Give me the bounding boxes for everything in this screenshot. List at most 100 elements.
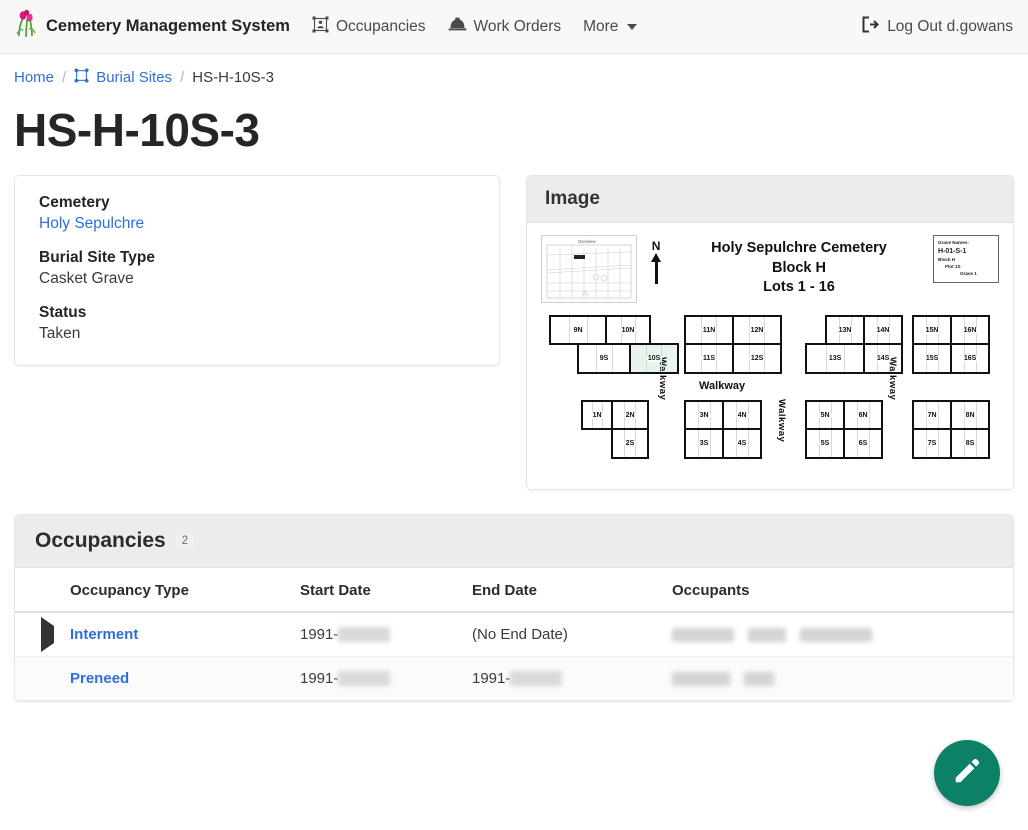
plot-6S[interactable]: 6S	[843, 428, 884, 459]
plot-15N[interactable]: 15N	[912, 315, 953, 345]
status-value: Taken	[39, 325, 81, 342]
brand[interactable]: Cemetery Management System	[15, 9, 290, 43]
main-content-row: Cemetery Holy Sepulchre Burial Site Type…	[0, 175, 1028, 490]
plot-5S[interactable]: 5S	[805, 428, 846, 459]
nav-item-more[interactable]: More	[583, 17, 638, 36]
plot-11N[interactable]: 11N	[684, 315, 735, 345]
block-7-8: 7N 8N 7S 8S	[912, 400, 991, 459]
image-card-title: Image	[527, 176, 1013, 223]
compass-arrowhead	[651, 253, 662, 262]
table-row[interactable]: Interment 1991- (No End Date)	[15, 612, 1013, 657]
plot-10N[interactable]: 10N	[605, 315, 652, 345]
block-11-12: 11N 12N 11S 12S	[684, 315, 783, 374]
plot-10S[interactable]: 10S	[629, 343, 680, 374]
plot-1N[interactable]: 1N	[581, 400, 614, 430]
column-header-occupancy-type[interactable]: Occupancy Type	[62, 568, 292, 613]
plot-16S[interactable]: 16S	[950, 343, 991, 374]
map-title-block: Holy Sepulchre Cemetery Block H Lots 1 -…	[673, 235, 925, 298]
walkway-label-left: Walkway	[657, 357, 669, 401]
breadcrumb-separator-2: /	[180, 69, 185, 86]
plot-row-north: 11N 12N	[684, 315, 783, 345]
top-navbar: Cemetery Management System Occupancies	[0, 0, 1028, 54]
occupancies-card: Occupancies 2 Occupancy Type Start Date …	[14, 514, 1014, 702]
plot-9N[interactable]: 9N	[549, 315, 608, 345]
start-date-redacted	[338, 671, 391, 686]
plot-12N[interactable]: 12N	[732, 315, 783, 345]
column-header-occupants[interactable]: Occupants	[664, 568, 1013, 613]
block-1-2: 1N 2N 2S	[581, 400, 650, 459]
legend-grave: Grave 1	[960, 271, 977, 277]
occupant-name-redacted	[672, 628, 734, 642]
map-title-line-1: Holy Sepulchre Cemetery	[711, 240, 887, 256]
overview-thumbnail-icon: Overview	[541, 235, 638, 303]
plot-5N[interactable]: 5N	[805, 400, 846, 430]
burial-site-type-label: Burial Site Type	[39, 249, 155, 266]
occupancy-type-link[interactable]: Preneed	[70, 670, 130, 687]
plot-8S[interactable]: 8S	[950, 428, 991, 459]
occupancy-type-link[interactable]: Interment	[70, 626, 139, 643]
block-5-6: 5N 6N 5S 6S	[805, 400, 884, 459]
breadcrumb-current: HS-H-10S-3	[192, 69, 274, 86]
plot-3N[interactable]: 3N	[684, 400, 725, 430]
plot-7S[interactable]: 7S	[912, 428, 953, 459]
walkway-label-middle: Walkway	[776, 399, 788, 443]
compass-arrow-stem	[654, 262, 658, 284]
block-15-16: 15N 16N 15S 16S	[912, 315, 991, 374]
legend-code: H-01-S-1	[938, 247, 967, 255]
plot-14N[interactable]: 14N	[863, 315, 904, 345]
plot-row-north: 9N 10N	[549, 315, 679, 345]
column-header-start-date[interactable]: Start Date	[292, 568, 464, 613]
nav-item-occupancies[interactable]: Occupancies	[312, 16, 426, 38]
plot-row-south: 9S 10S	[577, 343, 680, 374]
plot-16N[interactable]: 16N	[950, 315, 991, 345]
plot-12S[interactable]: 12S	[732, 343, 783, 374]
cemetery-map-diagram[interactable]: Overview	[527, 223, 1013, 489]
logout-button[interactable]: Log Out d.gowans	[861, 0, 1013, 54]
compass-label: N	[651, 239, 661, 253]
plot-8N[interactable]: 8N	[950, 400, 991, 430]
plot-2S[interactable]: 2S	[611, 428, 650, 459]
plot-13N[interactable]: 13N	[825, 315, 866, 345]
occupant-name-redacted	[748, 628, 787, 642]
plot-grid: 9N 10N 9S 10S 11N 12N 11S	[541, 311, 999, 471]
nav-item-work-orders[interactable]: Work Orders	[448, 16, 561, 38]
walkway-label-center: Walkway	[699, 380, 746, 392]
occupant-name-redacted	[672, 672, 730, 686]
plot-2N[interactable]: 2N	[611, 400, 650, 430]
breadcrumb-burial-sites[interactable]: Burial Sites	[74, 68, 172, 87]
brand-label: Cemetery Management System	[46, 17, 290, 35]
occupancies-table: Occupancy Type Start Date End Date Occup…	[15, 568, 1013, 701]
start-date-value: 1991-	[300, 626, 339, 643]
occupancies-title: Occupancies	[35, 529, 166, 552]
occupants-cell	[664, 612, 1013, 657]
plot-11S[interactable]: 11S	[684, 343, 735, 374]
column-header-icon	[15, 568, 62, 613]
plot-3S[interactable]: 3S	[684, 428, 725, 459]
column-header-end-date[interactable]: End Date	[464, 568, 664, 613]
plot-14S[interactable]: 14S	[863, 343, 904, 374]
breadcrumb-separator-1: /	[62, 69, 67, 86]
page-title: HS-H-10S-3	[14, 104, 260, 156]
compass-north-icon: N	[651, 239, 662, 284]
table-row[interactable]: Preneed 1991- 1991-	[15, 656, 1013, 701]
plot-15S[interactable]: 15S	[912, 343, 953, 374]
plot-row-south: 13S 14S	[805, 343, 904, 374]
plot-9S[interactable]: 9S	[577, 343, 632, 374]
plot-4N[interactable]: 4N	[722, 400, 763, 430]
hard-hat-icon	[448, 16, 467, 38]
burial-site-info-card: Cemetery Holy Sepulchre Burial Site Type…	[14, 175, 501, 366]
breadcrumb-burial-sites-label: Burial Sites	[96, 69, 173, 86]
sign-out-icon	[861, 16, 880, 38]
start-date-redacted	[338, 627, 391, 642]
nav-item-more-label: More	[583, 17, 619, 35]
plot-7N[interactable]: 7N	[912, 400, 953, 430]
cemetery-value-link[interactable]: Holy Sepulchre	[39, 215, 145, 232]
plot-6N[interactable]: 6N	[843, 400, 884, 430]
legend-plot: Plot 1S	[945, 264, 961, 270]
nav-items: Occupancies Work Orders More	[312, 16, 638, 38]
plot-13S[interactable]: 13S	[805, 343, 866, 374]
breadcrumb-home[interactable]: Home	[14, 69, 55, 86]
plot-4S[interactable]: 4S	[722, 428, 763, 459]
burial-site-type-value: Casket Grave	[39, 270, 134, 287]
edit-fab-button[interactable]	[934, 740, 1000, 806]
